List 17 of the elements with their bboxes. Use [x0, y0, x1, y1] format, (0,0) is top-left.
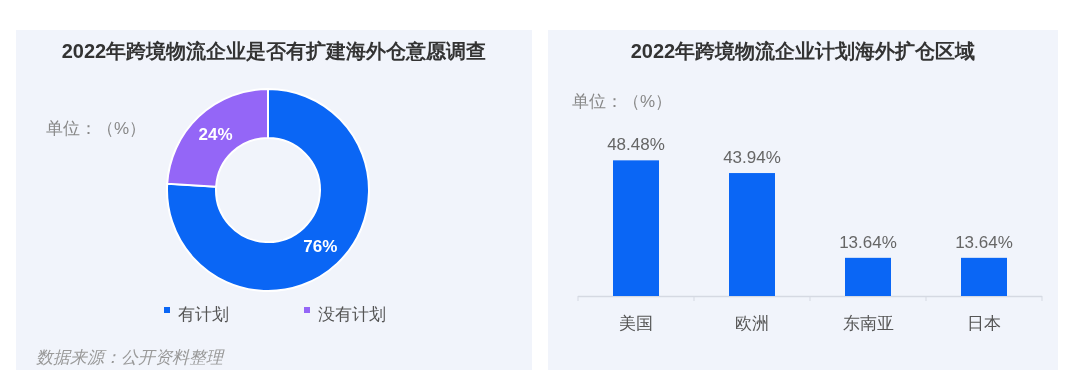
data-label: 13.64% — [839, 232, 897, 252]
text: 单位：（%） — [572, 92, 673, 111]
data-label: 43.94% — [723, 148, 781, 168]
title: 2022年跨境物流企业计划海外扩仓区域 — [630, 40, 976, 62]
text: 单位：（%） — [46, 119, 147, 138]
data-label: 24% — [198, 125, 233, 145]
x-tick-label: 东南亚 — [842, 314, 894, 333]
x-tick-label: 日本 — [967, 314, 1001, 333]
legend-label: 有计划 — [178, 305, 229, 324]
data-label: 48.48% — [607, 135, 665, 155]
legend-label: 没有计划 — [318, 305, 386, 324]
source-note: 数据来源：公开资料整理 — [36, 348, 225, 367]
data-label: 13.64% — [955, 232, 1013, 252]
x-tick-label: 欧洲 — [735, 314, 769, 333]
data-label: 76% — [303, 236, 338, 256]
x-tick-label: 美国 — [619, 314, 653, 333]
title: 2022年跨境物流企业是否有扩建海外仓意愿调查 — [61, 40, 487, 62]
